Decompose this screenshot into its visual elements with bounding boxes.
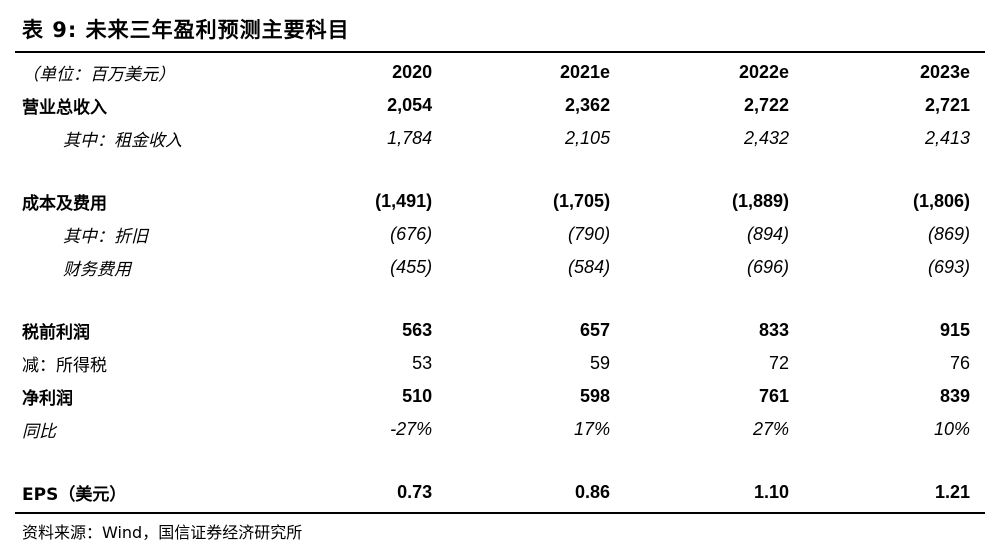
cell-value: 839 xyxy=(939,386,970,406)
year-header: 2023e xyxy=(919,62,970,82)
bottom-rule xyxy=(15,512,985,514)
year-header: 2021e xyxy=(560,62,611,82)
cell-value: (894) xyxy=(746,224,789,244)
cell-value: (1,705) xyxy=(553,191,611,211)
cell-value: 27% xyxy=(752,419,789,439)
cell-value: 761 xyxy=(758,386,789,406)
cell-value: 833 xyxy=(758,320,789,340)
cell-value: 0.73 xyxy=(397,482,433,502)
cell-value: 2,413 xyxy=(924,128,970,148)
cell-value: (1,491) xyxy=(375,191,433,211)
header-row: （单位：百万美元） 2020 2021e 2022e 2023e xyxy=(15,56,970,89)
cell-value: 915 xyxy=(939,320,970,340)
cell-value: (676) xyxy=(390,224,433,244)
cell-value: 1,784 xyxy=(387,128,433,148)
cell-value: 1.10 xyxy=(753,482,789,502)
cell-value: (1,806) xyxy=(912,191,970,211)
cell-value: -27% xyxy=(390,419,433,439)
cell-value: 72 xyxy=(768,353,789,373)
forecast-table: （单位：百万美元） 2020 2021e 2022e 2023e 营业总收入 2… xyxy=(15,56,970,509)
cell-value: 598 xyxy=(580,386,611,406)
cell-value: 563 xyxy=(402,320,433,340)
cell-value: 76 xyxy=(949,353,970,373)
cell-value: (1,889) xyxy=(731,191,789,211)
table-row: 其中：租金收入 1,784 2,105 2,432 2,413 xyxy=(15,122,970,155)
cell-value: 2,432 xyxy=(743,128,789,148)
table-row: 营业总收入 2,054 2,362 2,722 2,721 xyxy=(15,89,970,122)
cell-value: 59 xyxy=(590,353,611,373)
row-label: 同比 xyxy=(22,422,56,442)
table-title: 表 9: 未来三年盈利预测主要科目 xyxy=(22,18,350,42)
table-row: 其中：折旧 (676) (790) (894) (869) xyxy=(15,218,970,251)
unit-label: （单位：百万美元） xyxy=(22,65,175,85)
cell-value: 2,054 xyxy=(387,95,433,115)
row-label: 其中：租金收入 xyxy=(63,131,182,151)
row-label: EPS（美元） xyxy=(22,485,127,505)
row-label: 成本及费用 xyxy=(22,194,107,214)
cell-value: 2,105 xyxy=(565,128,611,148)
top-rule xyxy=(15,51,985,53)
row-label: 其中：折旧 xyxy=(63,227,148,247)
cell-value: 2,722 xyxy=(743,95,789,115)
cell-value: (693) xyxy=(927,257,970,277)
cell-value: 510 xyxy=(402,386,433,406)
cell-value: 657 xyxy=(580,320,611,340)
spacer-row xyxy=(15,155,970,185)
cell-value: 0.86 xyxy=(575,482,611,502)
year-header: 2020 xyxy=(392,62,433,82)
row-label: 净利润 xyxy=(22,389,73,409)
cell-value: (869) xyxy=(927,224,970,244)
table-row: 税前利润 563 657 833 915 xyxy=(15,314,970,347)
cell-value: 17% xyxy=(574,419,611,439)
cell-value: 1.21 xyxy=(934,482,970,502)
table-row: 同比 -27% 17% 27% 10% xyxy=(15,413,970,446)
row-label: 税前利润 xyxy=(22,323,90,343)
cell-value: (696) xyxy=(746,257,789,277)
cell-value: 53 xyxy=(412,353,433,373)
cell-value: (790) xyxy=(568,224,611,244)
cell-value: 2,362 xyxy=(565,95,611,115)
table-row: 减：所得税 53 59 72 76 xyxy=(15,347,970,380)
source-note: 资料来源：Wind，国信证券经济研究所 xyxy=(22,523,303,542)
row-label: 财务费用 xyxy=(63,260,131,280)
spacer-row xyxy=(15,284,970,314)
row-label: 营业总收入 xyxy=(22,98,107,118)
year-header: 2022e xyxy=(738,62,789,82)
cell-value: (584) xyxy=(568,257,611,277)
cell-value: (455) xyxy=(390,257,433,277)
table-row: 净利润 510 598 761 839 xyxy=(15,380,970,413)
spacer-row xyxy=(15,446,970,476)
table-row: EPS（美元） 0.73 0.86 1.10 1.21 xyxy=(15,476,970,509)
cell-value: 10% xyxy=(933,419,970,439)
cell-value: 2,721 xyxy=(924,95,970,115)
row-label: 减：所得税 xyxy=(22,356,107,376)
table-row: 财务费用 (455) (584) (696) (693) xyxy=(15,251,970,284)
table-row: 成本及费用 (1,491) (1,705) (1,889) (1,806) xyxy=(15,185,970,218)
